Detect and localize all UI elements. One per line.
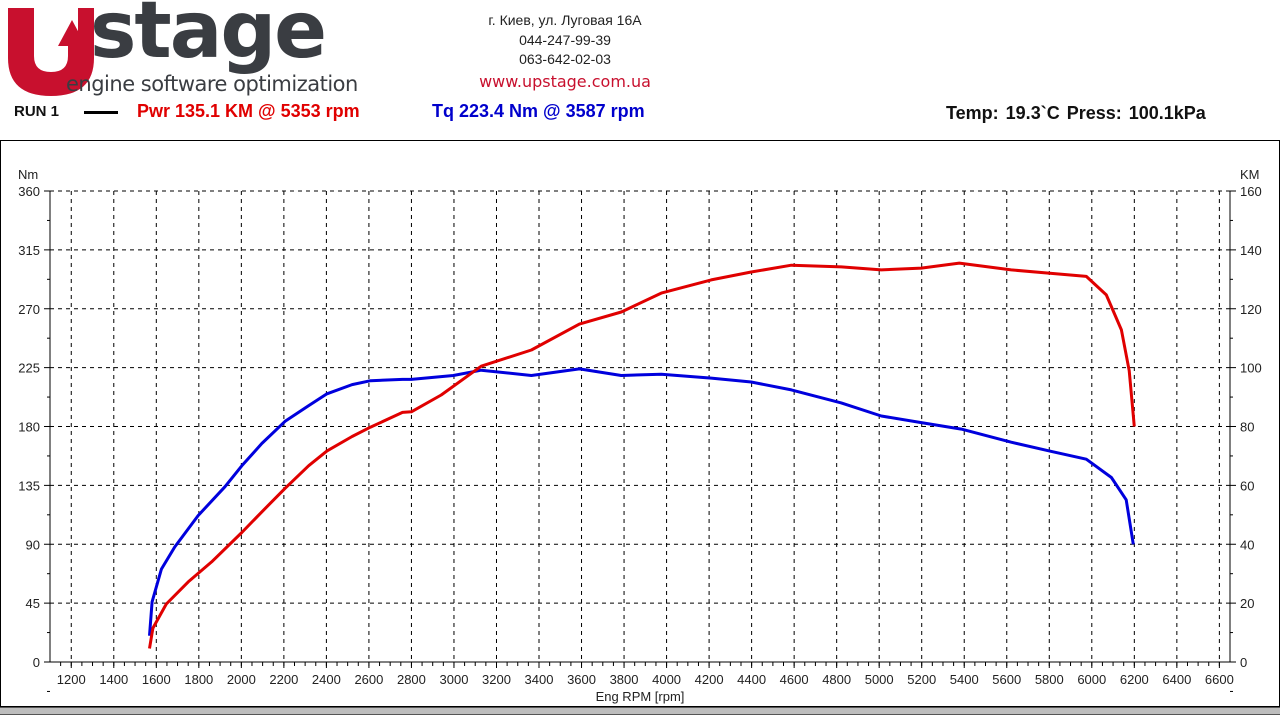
x-tick-label: 3400 — [525, 672, 554, 687]
logo-wordmark: stage — [90, 0, 327, 76]
y-right-tick-label: 20 — [1240, 596, 1254, 611]
y-right-label: KM — [1240, 167, 1260, 182]
x-tick-label: 6600 — [1205, 672, 1234, 687]
x-tick-label: 1200 — [57, 672, 86, 687]
x-tick-label: 3600 — [567, 672, 596, 687]
x-tick-label: 5200 — [907, 672, 936, 687]
y-right-tick-label: 0 — [1240, 655, 1247, 670]
y-left-tick-label: 45 — [26, 596, 40, 611]
x-tick-label: 5400 — [950, 672, 979, 687]
x-tick-label: 2400 — [312, 672, 341, 687]
torque-curve — [148, 367, 1135, 636]
x-tick-label: 2000 — [227, 672, 256, 687]
address: г. Киев, ул. Луговая 16А — [488, 12, 642, 28]
logo-u-arrow — [8, 8, 94, 96]
x-tick-label: 2200 — [269, 672, 298, 687]
x-tick-label: 5800 — [1035, 672, 1064, 687]
peak-power: Pwr 135.1 KM @ 5353 rpm — [137, 101, 360, 121]
x-tick-label: 1800 — [184, 672, 213, 687]
x-tick-label: 4600 — [780, 672, 809, 687]
x-tick-label: 2600 — [354, 672, 383, 687]
y-left-tick-label: 315 — [18, 243, 40, 258]
y-left-tick-label: 180 — [18, 420, 40, 435]
power-curve — [148, 261, 1136, 649]
y-right-tick-label: 100 — [1240, 361, 1262, 376]
y-left-tick-label: 135 — [18, 478, 40, 493]
x-tick-label: 3800 — [610, 672, 639, 687]
x-tick-label: 6200 — [1120, 672, 1149, 687]
x-tick-label: 4200 — [695, 672, 724, 687]
x-tick-label: 4000 — [652, 672, 681, 687]
phone-1: 044-247-99-39 — [519, 32, 611, 48]
y-right-tick-label: 120 — [1240, 302, 1262, 317]
x-axis-label: Eng RPM [rpm] — [596, 689, 685, 704]
x-tick-label: 4800 — [822, 672, 851, 687]
y-left-tick-label: 0 — [33, 655, 40, 670]
peak-torque: Tq 223.4 Nm @ 3587 rpm — [432, 101, 645, 121]
x-tick-label: 4400 — [737, 672, 766, 687]
environment-readout: Temp: 19.3`C Press: 100.1kPa — [946, 103, 1206, 123]
y-right-tick-label: 60 — [1240, 478, 1254, 493]
run-label: RUN 1 — [14, 103, 60, 120]
logo-tagline: engine software optimization — [66, 72, 358, 96]
y-left-tick-label: 270 — [18, 302, 40, 317]
y-right-tick-label: 140 — [1240, 243, 1262, 258]
x-tick-label: 2800 — [397, 672, 426, 687]
y-left-tick-label: 360 — [18, 184, 40, 199]
y-right-tick-label: 160 — [1240, 184, 1262, 199]
x-tick-label: 6400 — [1162, 672, 1191, 687]
run-legend-line — [84, 111, 118, 114]
y-left-label: Nm — [18, 167, 38, 182]
y-left-tick-label: 90 — [26, 537, 40, 552]
x-tick-label: 5000 — [865, 672, 894, 687]
website-link[interactable]: www.upstage.com.ua — [479, 72, 651, 91]
y-right-tick-label: 80 — [1240, 420, 1254, 435]
x-tick-label: 6000 — [1077, 672, 1106, 687]
y-right-tick-label: 40 — [1240, 537, 1254, 552]
x-tick-label: 3000 — [440, 672, 469, 687]
bottom-scrollbar — [0, 707, 1280, 715]
x-tick-label: 5600 — [992, 672, 1021, 687]
phone-2: 063-642-02-03 — [519, 51, 611, 67]
x-tick-label: 3200 — [482, 672, 511, 687]
x-tick-label: 1400 — [99, 672, 128, 687]
x-tick-label: 1600 — [142, 672, 171, 687]
y-left-tick-label: 225 — [18, 361, 40, 376]
